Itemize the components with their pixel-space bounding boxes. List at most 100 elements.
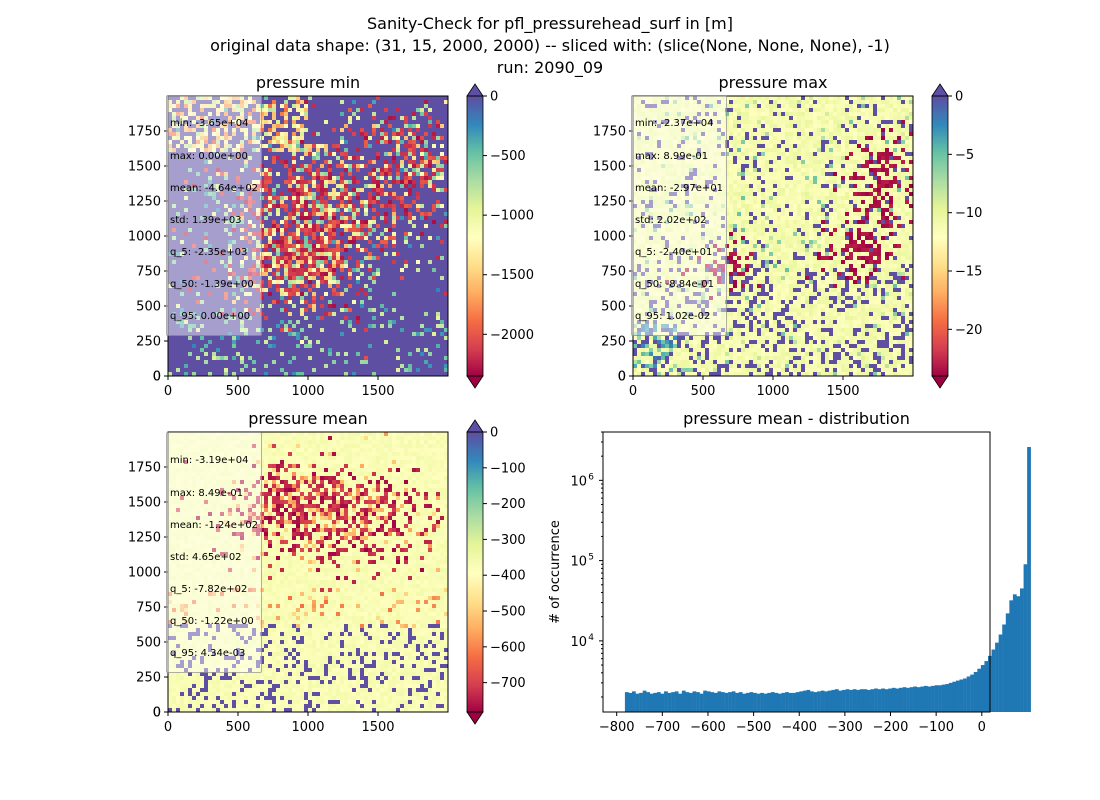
heatmap-cell bbox=[440, 236, 445, 241]
heatmap-cell bbox=[204, 344, 209, 349]
heatmap-cell bbox=[364, 124, 369, 129]
heatmap-cell bbox=[284, 236, 289, 241]
heatmap-cell bbox=[372, 316, 377, 321]
heatmap-cell bbox=[368, 148, 373, 153]
heatmap-cell bbox=[420, 212, 425, 217]
heatmap-cell bbox=[404, 192, 409, 197]
heatmap-cell bbox=[188, 244, 193, 249]
heatmap-cell bbox=[412, 276, 417, 281]
heatmap-cell bbox=[228, 136, 233, 141]
heatmap-cell bbox=[408, 284, 413, 289]
heatmap-cell bbox=[192, 164, 197, 169]
heatmap-cell bbox=[428, 264, 433, 269]
heatmap-cell bbox=[272, 296, 277, 301]
heatmap-cell bbox=[292, 292, 297, 297]
heatmap-cell bbox=[168, 232, 173, 237]
heatmap-cell bbox=[428, 344, 433, 349]
heatmap-cell bbox=[324, 148, 329, 153]
heatmap-cell bbox=[400, 188, 405, 193]
heatmap-cell bbox=[392, 244, 397, 249]
heatmap-cell bbox=[248, 204, 253, 209]
heatmap-cell bbox=[304, 252, 309, 257]
heatmap-cell bbox=[220, 148, 225, 153]
heatmap-cell bbox=[444, 168, 449, 173]
heatmap-cell bbox=[172, 116, 177, 121]
heatmap-cell bbox=[308, 140, 313, 145]
heatmap-cell bbox=[376, 200, 381, 205]
heatmap-cell bbox=[284, 324, 289, 329]
heatmap-cell bbox=[428, 204, 433, 209]
heatmap-cell bbox=[220, 340, 225, 345]
heatmap-cell bbox=[336, 148, 341, 153]
heatmap-cell bbox=[304, 132, 309, 137]
heatmap-cell bbox=[388, 264, 393, 269]
heatmap-cell bbox=[184, 100, 189, 105]
heatmap-cell bbox=[376, 120, 381, 125]
heatmap-cell bbox=[276, 132, 281, 137]
heatmap-cell bbox=[308, 276, 313, 281]
heatmap-cell bbox=[220, 96, 225, 101]
heatmap-cell bbox=[428, 356, 433, 361]
heatmap-cell bbox=[364, 164, 369, 169]
heatmap-cell bbox=[268, 112, 273, 117]
heatmap-cell bbox=[208, 260, 213, 265]
heatmap-cell bbox=[352, 240, 357, 245]
heatmap-cell bbox=[400, 240, 405, 245]
heatmap-cell bbox=[268, 248, 273, 253]
heatmap-cell bbox=[168, 140, 173, 145]
heatmap-cell bbox=[216, 160, 221, 165]
heatmap-cell bbox=[412, 248, 417, 253]
heatmap-cell bbox=[168, 208, 173, 213]
heatmap-cell bbox=[196, 212, 201, 217]
heatmap-cell bbox=[288, 112, 293, 117]
heatmap-cell bbox=[384, 100, 389, 105]
heatmap-cell bbox=[232, 232, 237, 237]
heatmap-cell bbox=[360, 196, 365, 201]
heatmap-cell bbox=[260, 100, 265, 105]
heatmap-cell bbox=[276, 248, 281, 253]
heatmap-cell bbox=[244, 248, 249, 253]
heatmap-cell bbox=[308, 272, 313, 277]
heatmap-cell bbox=[200, 192, 205, 197]
heatmap-cell bbox=[208, 236, 213, 241]
heatmap-cell bbox=[388, 368, 393, 373]
heatmap-cell bbox=[316, 344, 321, 349]
heatmap-cell bbox=[180, 336, 185, 341]
heatmap-cell bbox=[436, 120, 441, 125]
heatmap-cell bbox=[192, 104, 197, 109]
heatmap-cell bbox=[204, 236, 209, 241]
heatmap-cell bbox=[444, 220, 449, 225]
heatmap-cell bbox=[340, 324, 345, 329]
heatmap-cell bbox=[388, 280, 393, 285]
heatmap-cell bbox=[340, 100, 345, 105]
heatmap-cell bbox=[412, 332, 417, 337]
heatmap-cell bbox=[264, 164, 269, 169]
heatmap-cell bbox=[212, 260, 217, 265]
heatmap-cell bbox=[324, 184, 329, 189]
heatmap-cell bbox=[316, 208, 321, 213]
heatmap-cell bbox=[440, 108, 445, 113]
heatmap-cell bbox=[196, 104, 201, 109]
heatmap-cell bbox=[396, 356, 401, 361]
heatmap-cell bbox=[332, 176, 337, 181]
heatmap-cell bbox=[408, 276, 413, 281]
heatmap-cell bbox=[316, 288, 321, 293]
heatmap-cell bbox=[352, 188, 357, 193]
x-tick-label: 500 bbox=[226, 384, 251, 399]
heatmap-cell bbox=[348, 172, 353, 177]
heatmap-cell bbox=[376, 340, 381, 345]
heatmap-cell bbox=[316, 112, 321, 117]
heatmap-cell bbox=[340, 340, 345, 345]
heatmap-cell bbox=[412, 252, 417, 257]
heatmap-cell bbox=[200, 108, 205, 113]
heatmap-cell bbox=[296, 308, 301, 313]
heatmap-cell bbox=[300, 136, 305, 141]
heatmap-cell bbox=[292, 368, 297, 373]
heatmap-cell bbox=[384, 244, 389, 249]
heatmap-cell bbox=[352, 296, 357, 301]
heatmap-cell bbox=[284, 328, 289, 333]
heatmap-cell bbox=[392, 320, 397, 325]
heatmap-cell bbox=[424, 304, 429, 309]
heatmap-cell bbox=[428, 132, 433, 137]
heatmap-cell bbox=[404, 168, 409, 173]
